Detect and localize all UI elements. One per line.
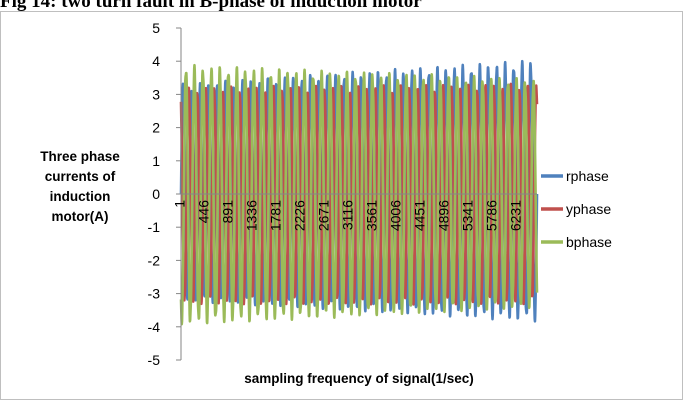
figure-caption: Fig 14: two turn fault in B-phase of ind… [0,0,422,12]
x-tick-label: 2226 [292,200,308,231]
x-tick-label: 5341 [460,200,476,231]
x-tick-label: 4451 [412,200,428,231]
y-tick-label: 4 [152,53,160,69]
x-tick-label: 1 [172,200,188,208]
y-tick-label: -1 [148,219,161,235]
y-axis-title-line: currents of [45,169,116,184]
y-tick-label: -2 [148,252,161,268]
legend-label-bphase: bphase [566,234,612,250]
y-tick-label: 2 [152,120,160,136]
legend: rphase yphase bphase [541,168,612,250]
y-tick-labels: 5 4 3 2 1 0 -1 -2 -3 -4 -5 [148,20,161,368]
x-tick-label: 446 [196,200,212,224]
legend-label-rphase: rphase [566,168,609,184]
y-tick-label: -5 [148,352,161,368]
y-tick-label: 0 [152,186,160,202]
axes [176,27,537,361]
y-tick-label: -4 [148,319,161,335]
x-tick-labels: 1 446 891 1336 1781 2226 2671 3116 3561 4006 4451 4… [172,200,524,231]
series-line-bphase [179,63,539,326]
x-tick-label: 6231 [508,200,524,231]
x-tick-label: 1781 [268,200,284,231]
plot-area [179,59,539,326]
y-tick-label: 5 [152,20,160,36]
y-axis-title-line: induction [50,189,111,204]
x-tick-label: 5786 [484,200,500,231]
y-tick-label: 1 [152,153,160,169]
x-tick-label: 4006 [388,200,404,231]
y-axis-title: Three phase currents of induction motor(A) [40,149,120,224]
y-tick-label: -3 [148,286,161,302]
x-tick-label: 4896 [436,200,452,231]
x-tick-label: 3561 [364,200,380,231]
x-tick-label: 3116 [340,200,356,230]
x-tick-label: 891 [220,200,236,224]
legend-label-yphase: yphase [566,201,611,217]
x-tick-label: 1336 [244,200,260,231]
x-axis-title: sampling frequency of signal(1/sec) [244,371,474,386]
y-axis-title-line: Three phase [40,149,120,164]
chart-frame [0,11,683,400]
y-axis-title-line: motor(A) [52,209,109,224]
series-line-yphase [179,82,539,306]
x-tick-label: 2671 [316,200,332,231]
y-tick-label: 3 [152,86,160,102]
